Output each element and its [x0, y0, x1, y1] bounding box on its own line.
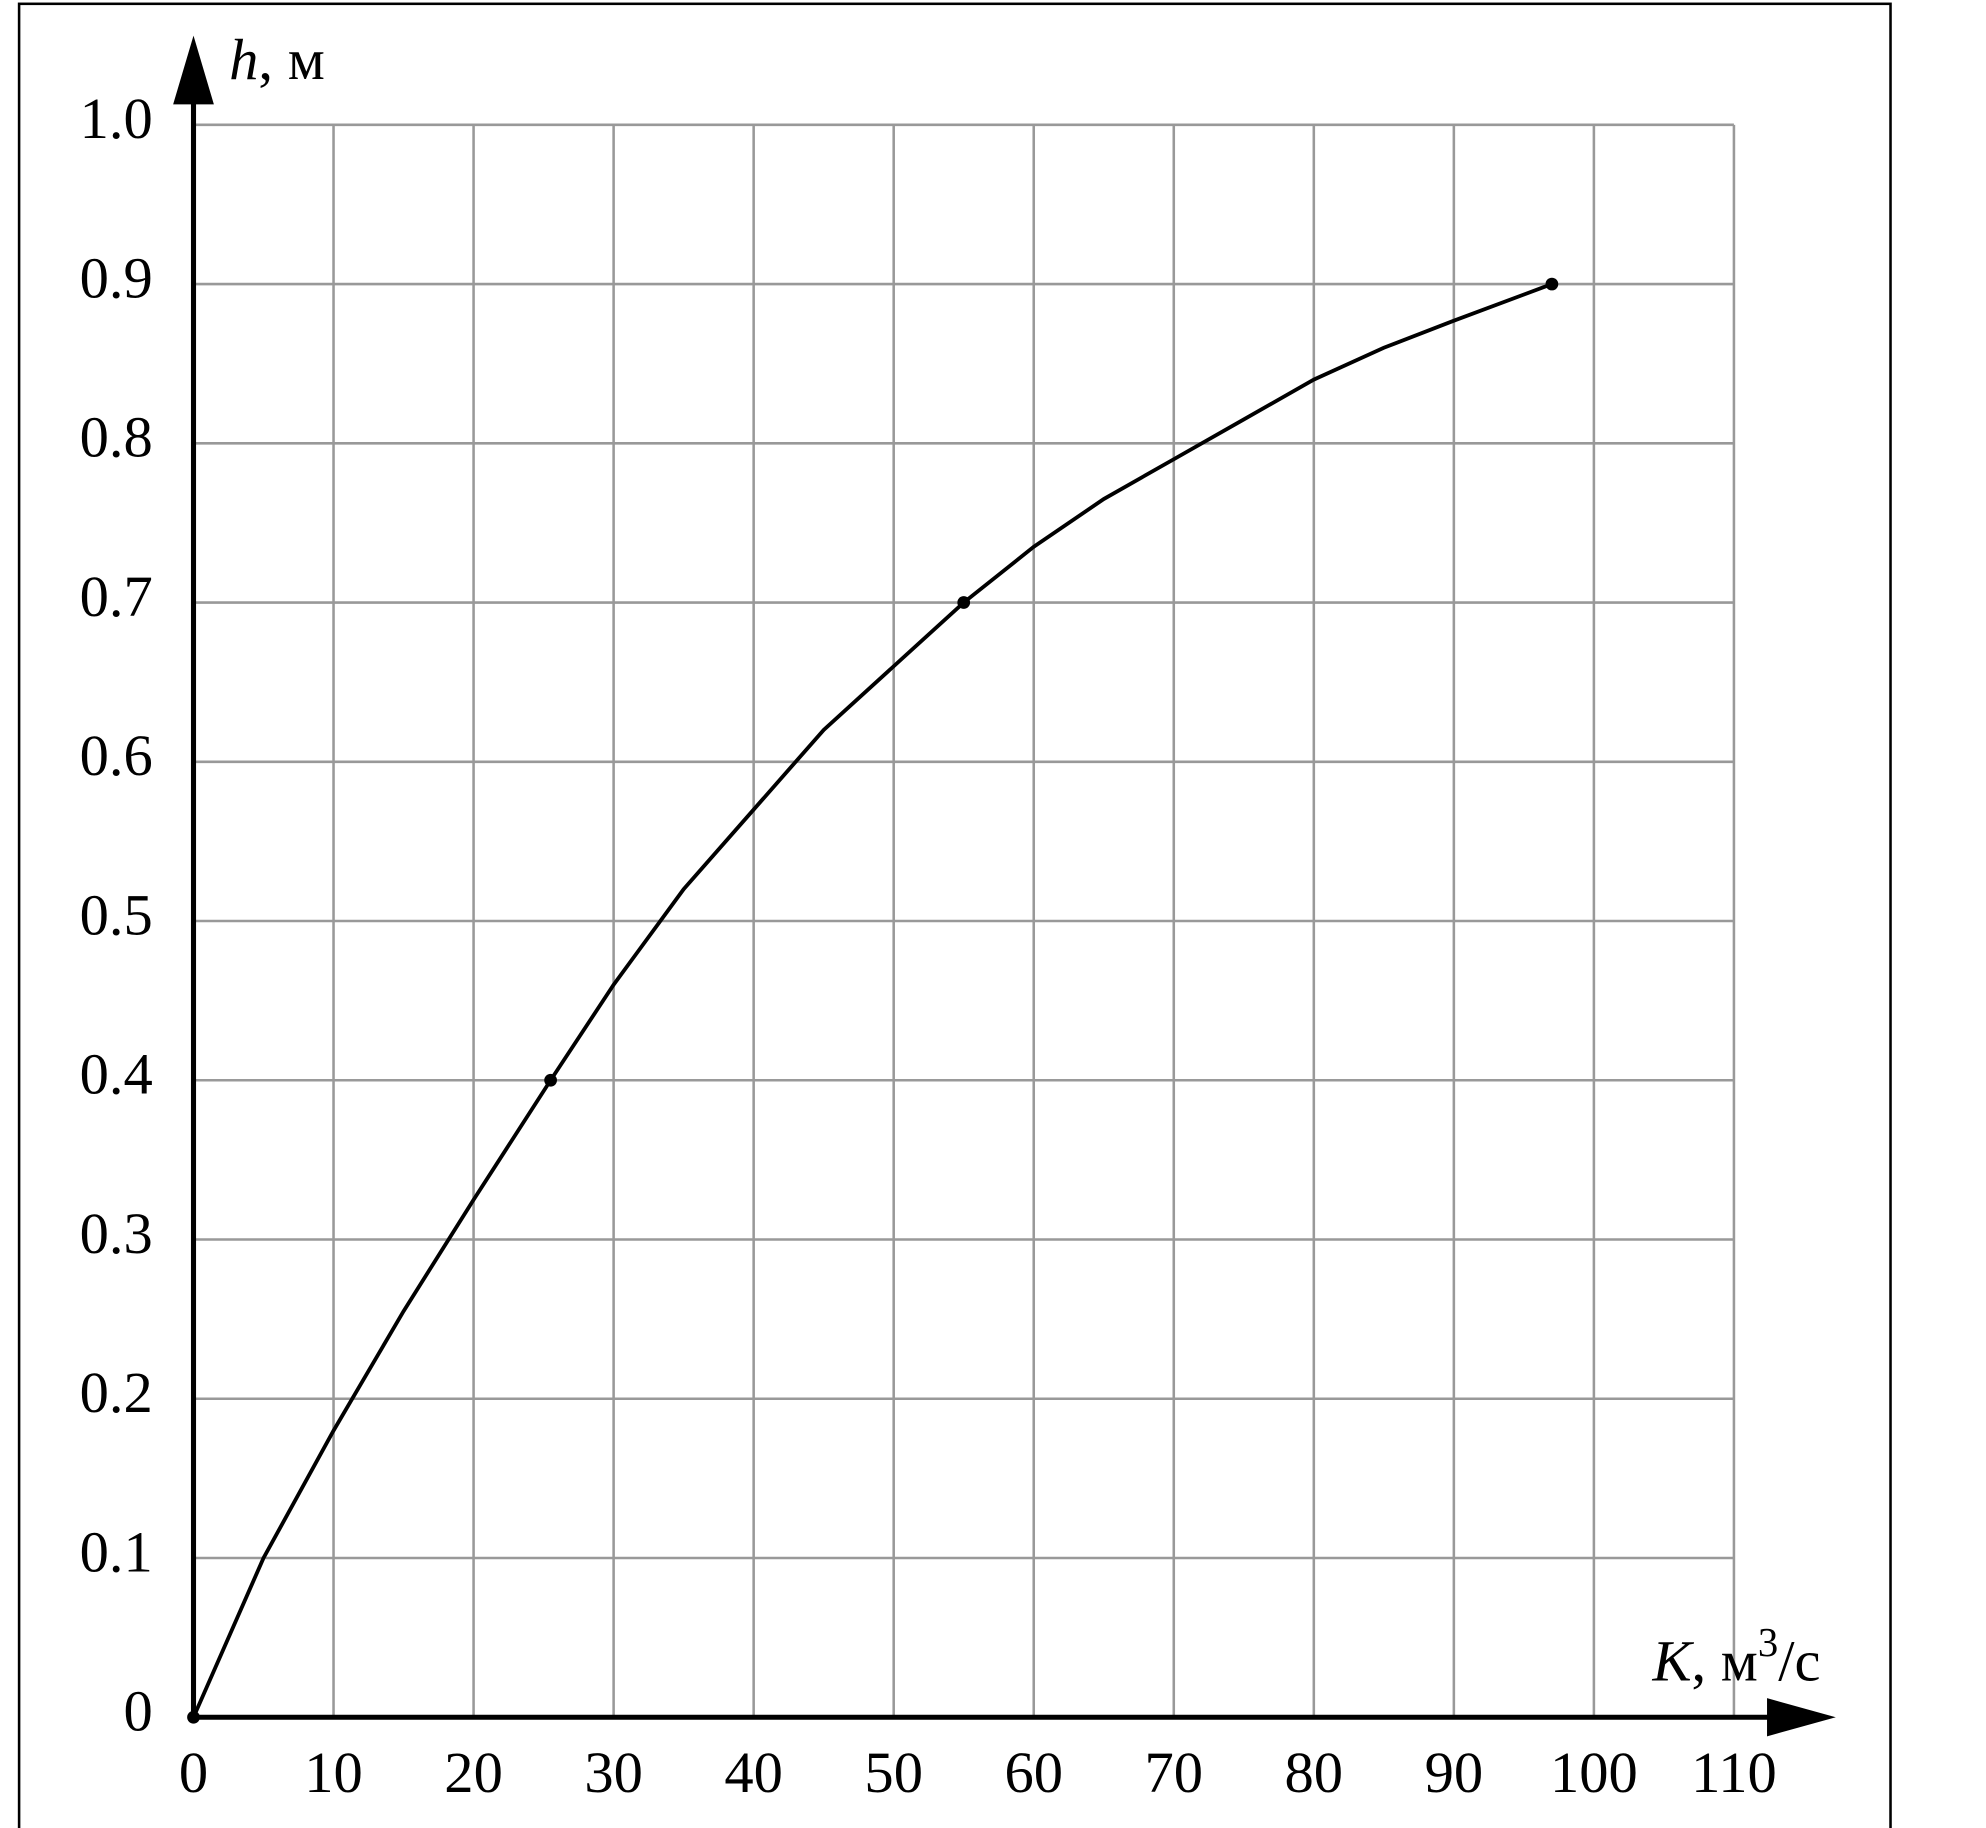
- point: [1545, 277, 1559, 291]
- x-tick-label: 100: [1550, 1740, 1638, 1805]
- point: [957, 596, 971, 609]
- y-tick-label: 0: [123, 1679, 152, 1744]
- x-axis-label: K, м3/с: [1651, 1621, 1820, 1694]
- x-axis-arrow: [1767, 1698, 1836, 1737]
- y-tick-label: 0.9: [80, 246, 153, 311]
- x-tick-label: 40: [724, 1740, 783, 1805]
- point: [544, 1073, 557, 1087]
- y-tick-label: 1.0: [80, 86, 153, 151]
- y-tick-label: 0.3: [80, 1201, 153, 1266]
- y-tick-label: 0.1: [80, 1519, 153, 1584]
- y-tick-label: 0.2: [80, 1360, 153, 1425]
- point: [187, 1710, 200, 1724]
- y-axis-arrow: [173, 35, 214, 105]
- x-tick-label: 0: [179, 1740, 208, 1805]
- x-tick-label: 110: [1691, 1740, 1777, 1805]
- y-axis-label: h, м: [229, 28, 325, 93]
- y-tick-label: 0.7: [80, 564, 153, 629]
- y-tick-label: 0.6: [80, 723, 153, 788]
- x-tick-label: 90: [1425, 1740, 1484, 1805]
- x-tick-label: 30: [584, 1740, 643, 1805]
- x-tick-label: 50: [864, 1740, 923, 1805]
- x-tick-label: 80: [1285, 1740, 1344, 1805]
- y-tick-label: 0.8: [80, 405, 153, 470]
- curve: [191, 282, 1553, 1719]
- y-tick-label: 0.4: [80, 1042, 153, 1107]
- x-tick-label: 20: [444, 1740, 503, 1805]
- x-tick-label: 70: [1145, 1740, 1204, 1805]
- x-tick-label: 10: [304, 1740, 363, 1805]
- y-tick-label: 0.5: [80, 882, 153, 947]
- frame: [17, 2, 1892, 1828]
- x-tick-label: 60: [1004, 1740, 1063, 1805]
